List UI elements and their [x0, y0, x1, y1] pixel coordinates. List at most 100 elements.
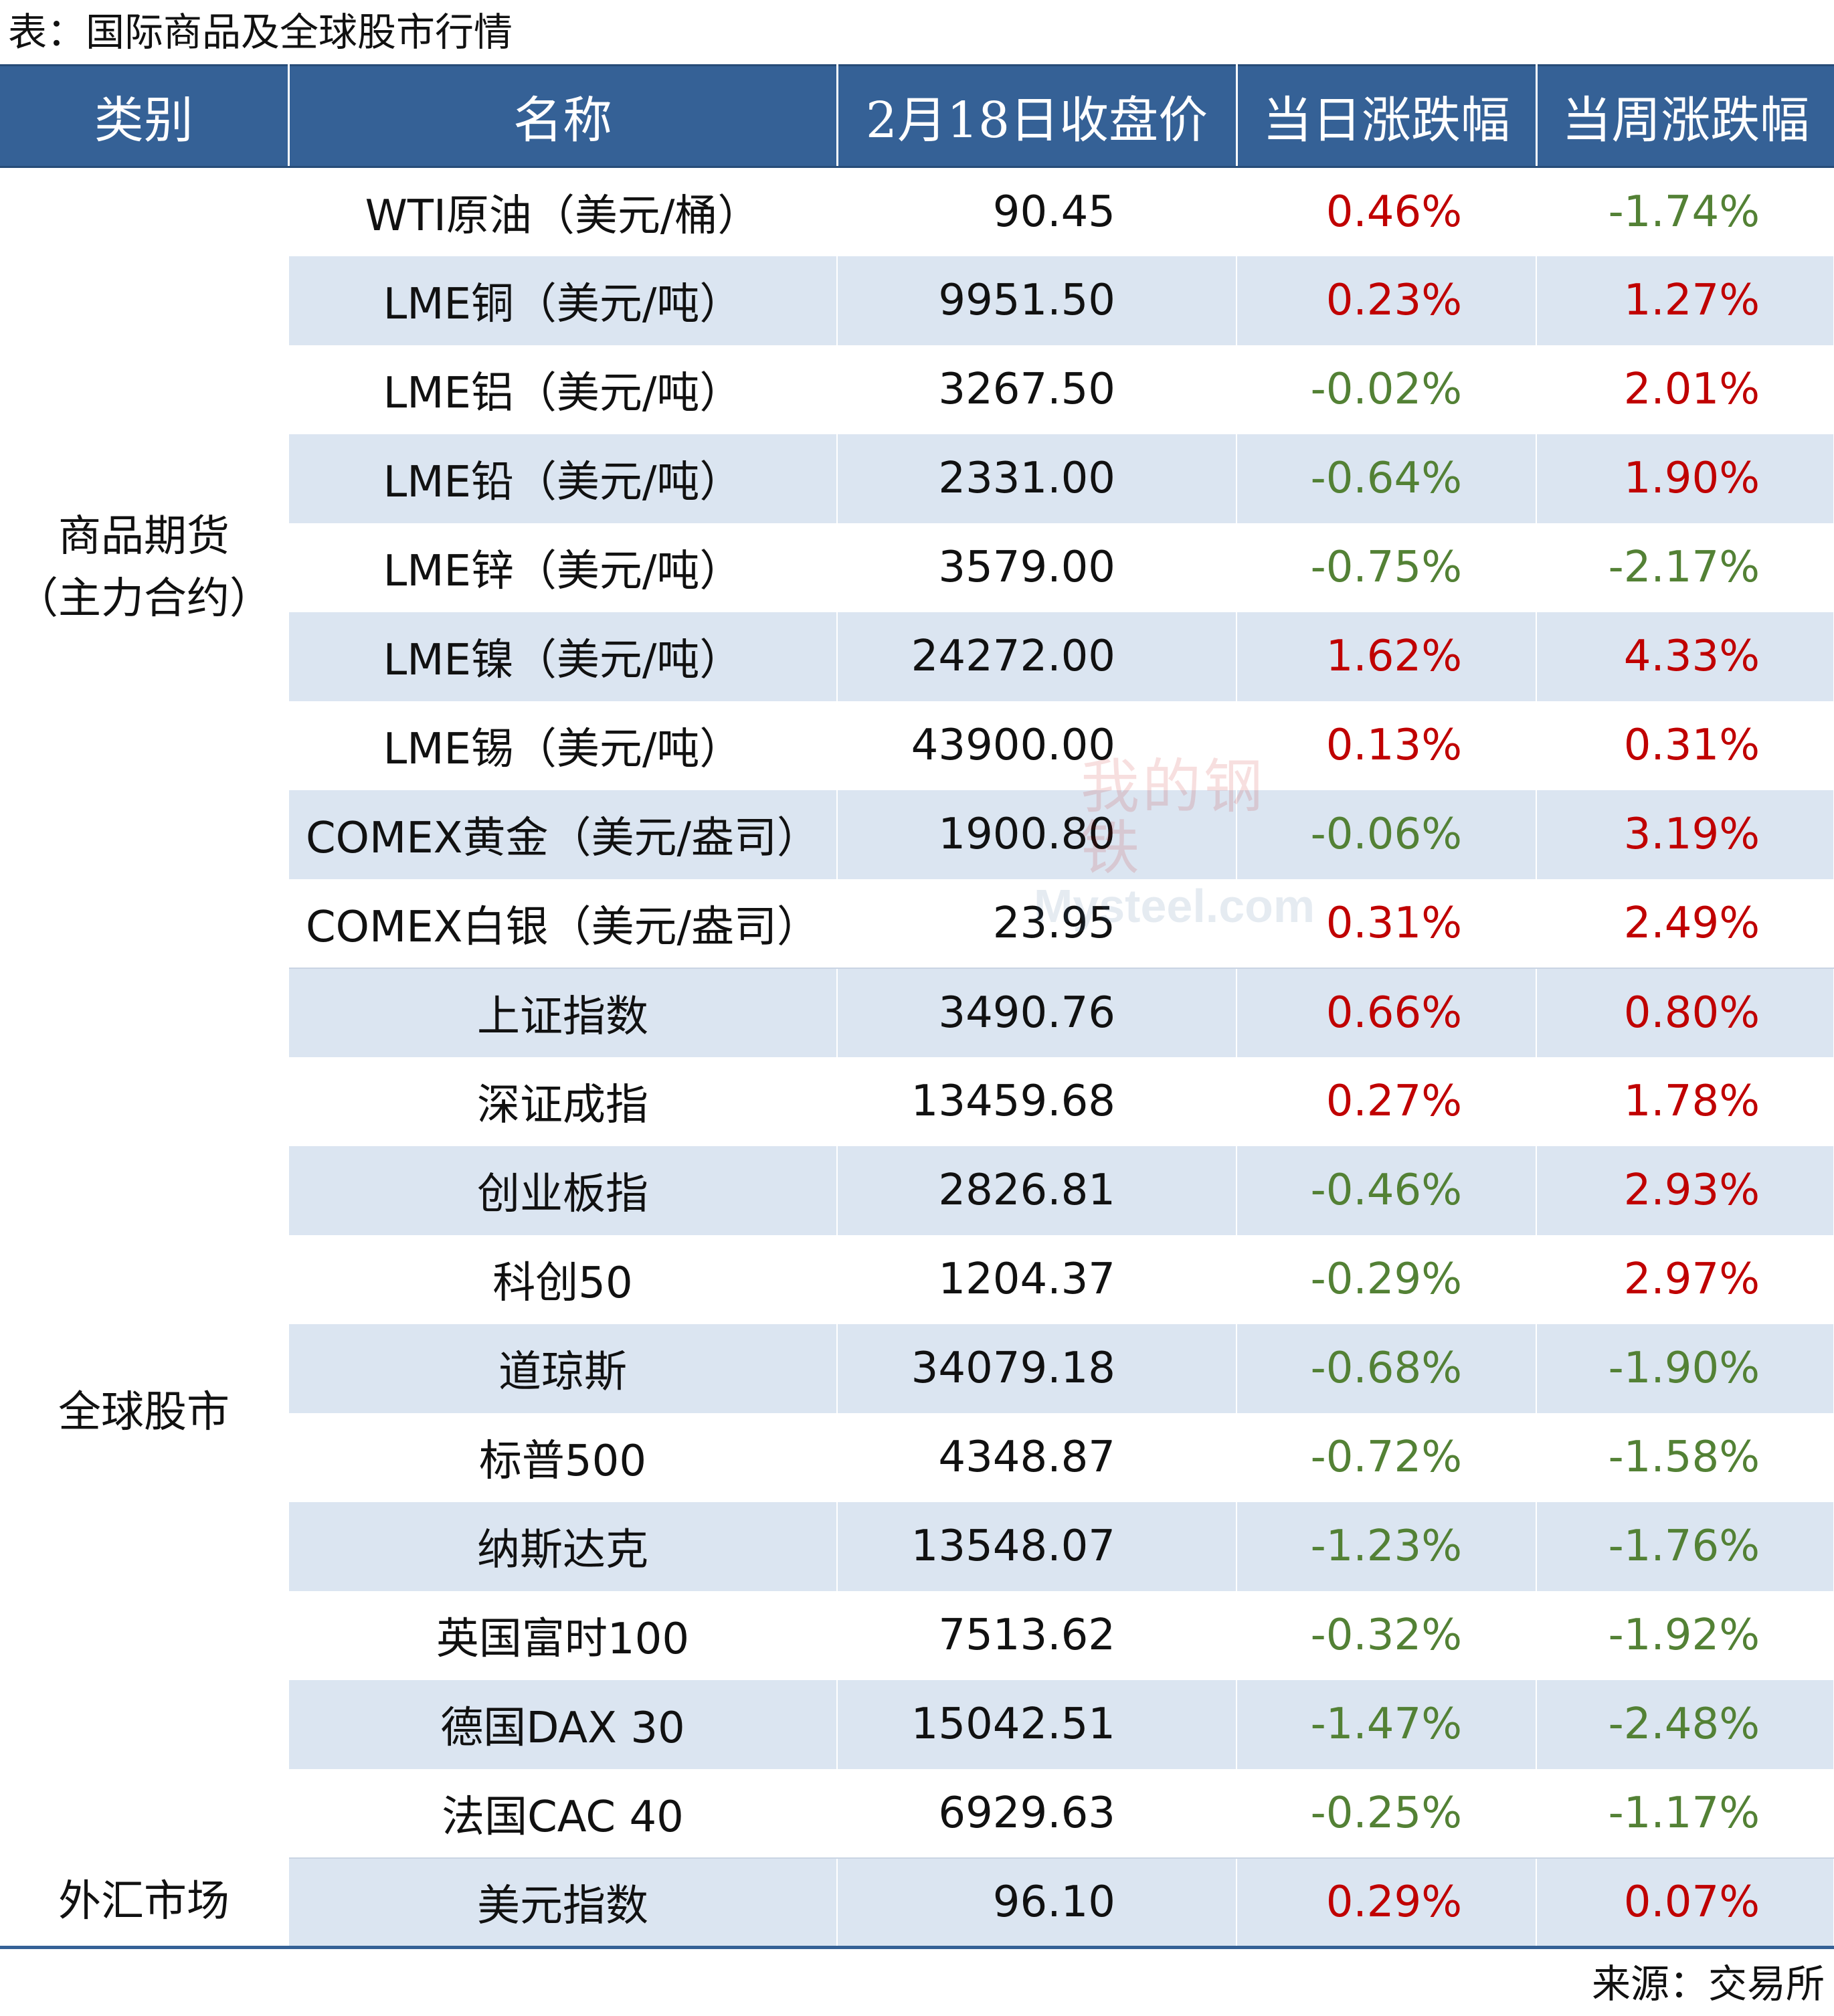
category-label: （主力合约）: [15, 573, 272, 624]
table-row: LME锌（美元/吨） 3579.00 -0.75% -2.17%: [0, 523, 1834, 612]
table-row: 纳斯达克 13548.07 -1.23% -1.76%: [0, 1501, 1834, 1591]
day-change-cell: 0.27%: [1236, 1057, 1537, 1146]
price-cell: 90.45: [837, 167, 1237, 256]
price-cell: 13548.07: [837, 1501, 1237, 1591]
name-cell: LME铝（美元/吨）: [288, 345, 838, 434]
price-cell: 24272.00: [837, 612, 1237, 701]
name-cell: LME锌（美元/吨）: [288, 523, 838, 612]
name-cell: 美元指数: [288, 1857, 838, 1948]
name-cell: 法国CAC 40: [288, 1768, 838, 1859]
week-change-cell: -2.48%: [1536, 1679, 1834, 1769]
day-change-cell: 0.23%: [1236, 256, 1537, 345]
table-row: LME铅（美元/吨） 2331.00 -0.64% 1.90%: [0, 434, 1834, 523]
day-change-cell: 0.66%: [1236, 968, 1537, 1057]
price-cell: 13459.68: [837, 1057, 1237, 1146]
header-category: 类别: [0, 64, 290, 168]
price-cell: 1204.37: [837, 1234, 1237, 1324]
source-note: 来源：交易所: [1591, 1961, 1825, 2007]
price-cell: 3579.00: [837, 523, 1237, 612]
table-row: COMEX白银（美元/盎司） 23.95 0.31% 2.49%: [0, 879, 1834, 969]
name-cell: WTI原油（美元/桶）: [288, 167, 838, 256]
price-cell: 34079.18: [837, 1323, 1237, 1413]
week-change-cell: -1.17%: [1536, 1768, 1834, 1859]
category-label: 商品期货: [58, 511, 230, 561]
week-change-cell: -1.90%: [1536, 1323, 1834, 1413]
day-change-cell: -0.64%: [1236, 434, 1537, 523]
day-change-cell: -0.46%: [1236, 1146, 1537, 1235]
week-change-cell: 1.78%: [1536, 1057, 1834, 1146]
price-cell: 2331.00: [837, 434, 1237, 523]
table-row: 英国富时100 7513.62 -0.32% -1.92%: [0, 1590, 1834, 1680]
category-cell: 全球股市: [0, 968, 289, 1858]
name-cell: COMEX白银（美元/盎司）: [288, 879, 838, 969]
header-day-change: 当日涨跌幅: [1236, 64, 1538, 168]
name-cell: 创业板指: [288, 1146, 838, 1235]
header-week-change: 当周涨跌幅: [1536, 64, 1834, 168]
week-change-cell: 1.90%: [1536, 434, 1834, 523]
table-header: 类别 名称 2月18日收盘价 当日涨跌幅 当周涨跌幅: [0, 64, 1834, 168]
name-cell: LME锡（美元/吨）: [288, 701, 838, 790]
name-cell: 科创50: [288, 1234, 838, 1324]
price-cell: 96.10: [837, 1857, 1237, 1948]
day-change-cell: 0.46%: [1236, 167, 1537, 256]
category-cell: 外汇市场: [0, 1857, 289, 1948]
name-cell: 深证成指: [288, 1057, 838, 1146]
header-close-price: 2月18日收盘价: [837, 64, 1238, 168]
table-row: 德国DAX 30 15042.51 -1.47% -2.48%: [0, 1679, 1834, 1769]
week-change-cell: 2.93%: [1536, 1146, 1834, 1235]
day-change-cell: 1.62%: [1236, 612, 1537, 701]
week-change-cell: 0.80%: [1536, 968, 1834, 1057]
day-change-cell: -0.25%: [1236, 1768, 1537, 1859]
table-row: 全球股市 上证指数 3490.76 0.66% 0.80%: [0, 968, 1834, 1858]
price-cell: 3490.76: [837, 968, 1237, 1057]
week-change-cell: -1.76%: [1536, 1501, 1834, 1591]
table-row: COMEX黄金（美元/盎司） 1900.80 -0.06% 3.19%: [0, 790, 1834, 879]
day-change-cell: 0.13%: [1236, 701, 1537, 790]
week-change-cell: 0.07%: [1536, 1857, 1834, 1948]
name-cell: LME铅（美元/吨）: [288, 434, 838, 523]
price-cell: 23.95: [837, 879, 1237, 969]
table-row: 外汇市场 美元指数 96.10 0.29% 0.07%: [0, 1857, 1834, 1948]
week-change-cell: -1.92%: [1536, 1590, 1834, 1680]
table-row: 标普500 4348.87 -0.72% -1.58%: [0, 1412, 1834, 1502]
week-change-cell: -2.17%: [1536, 523, 1834, 612]
name-cell: 纳斯达克: [288, 1501, 838, 1591]
price-cell: 1900.80: [837, 790, 1237, 879]
name-cell: 上证指数: [288, 968, 838, 1057]
name-cell: COMEX黄金（美元/盎司）: [288, 790, 838, 879]
day-change-cell: -0.32%: [1236, 1590, 1537, 1680]
table-row: LME锡（美元/吨） 43900.00 0.13% 0.31%: [0, 701, 1834, 790]
price-cell: 3267.50: [837, 345, 1237, 434]
category-label: 全球股市: [58, 1388, 230, 1438]
category-cell: 商品期货 （主力合约）: [0, 167, 289, 968]
table-row: LME铜（美元/吨） 9951.50 0.23% 1.27%: [0, 256, 1834, 345]
day-change-cell: -0.68%: [1236, 1323, 1537, 1413]
table-caption: 表：国际商品及全球股市行情: [8, 9, 513, 55]
table-row: 深证成指 13459.68 0.27% 1.78%: [0, 1057, 1834, 1146]
header-row: 类别 名称 2月18日收盘价 当日涨跌幅 当周涨跌幅: [0, 64, 1834, 168]
day-change-cell: 0.31%: [1236, 879, 1537, 969]
name-cell: 标普500: [288, 1412, 838, 1502]
table-row: 道琼斯 34079.18 -0.68% -1.90%: [0, 1323, 1834, 1413]
day-change-cell: 0.29%: [1236, 1857, 1537, 1948]
week-change-cell: 4.33%: [1536, 612, 1834, 701]
table-body: 商品期货 （主力合约） WTI原油（美元/桶） 90.45 0.46% -1.74% LME…: [0, 167, 1834, 1948]
day-change-cell: -0.06%: [1236, 790, 1537, 879]
day-change-cell: -1.47%: [1236, 1679, 1537, 1769]
week-change-cell: 1.27%: [1536, 256, 1834, 345]
day-change-cell: -0.29%: [1236, 1234, 1537, 1324]
price-cell: 6929.63: [837, 1768, 1237, 1859]
day-change-cell: -0.72%: [1236, 1412, 1537, 1502]
table-row: 法国CAC 40 6929.63 -0.25% -1.17%: [0, 1768, 1834, 1859]
category-label: 外汇市场: [58, 1877, 230, 1927]
table-row: LME镍（美元/吨） 24272.00 1.62% 4.33%: [0, 612, 1834, 701]
day-change-cell: -0.02%: [1236, 345, 1537, 434]
week-change-cell: -1.58%: [1536, 1412, 1834, 1502]
name-cell: 英国富时100: [288, 1590, 838, 1680]
week-change-cell: 2.97%: [1536, 1234, 1834, 1324]
week-change-cell: 2.01%: [1536, 345, 1834, 434]
price-cell: 15042.51: [837, 1679, 1237, 1769]
name-cell: 道琼斯: [288, 1323, 838, 1413]
table-row: 科创50 1204.37 -0.29% 2.97%: [0, 1234, 1834, 1324]
week-change-cell: 3.19%: [1536, 790, 1834, 879]
